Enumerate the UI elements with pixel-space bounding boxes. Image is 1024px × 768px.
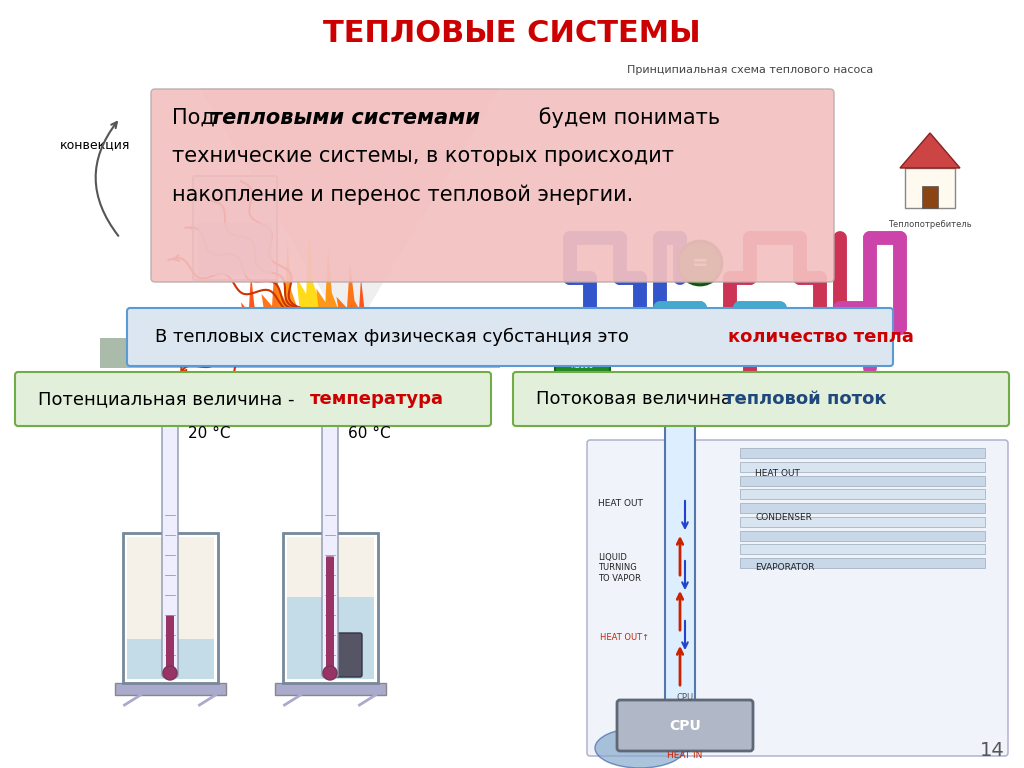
- Text: 14: 14: [980, 740, 1005, 760]
- Polygon shape: [275, 243, 300, 338]
- FancyBboxPatch shape: [287, 537, 374, 679]
- Polygon shape: [200, 88, 500, 338]
- Text: Тепло-
насос: Тепло- насос: [568, 350, 595, 369]
- Text: количество тепла: количество тепла: [728, 328, 913, 346]
- FancyBboxPatch shape: [665, 425, 695, 721]
- FancyBboxPatch shape: [587, 440, 1008, 756]
- Text: CPU: CPU: [677, 694, 693, 703]
- Circle shape: [323, 666, 337, 680]
- FancyBboxPatch shape: [548, 83, 998, 378]
- FancyBboxPatch shape: [740, 545, 985, 554]
- Text: Потоковая величина –: Потоковая величина –: [536, 390, 753, 408]
- Ellipse shape: [189, 348, 211, 364]
- FancyBboxPatch shape: [740, 558, 985, 568]
- FancyBboxPatch shape: [166, 616, 174, 673]
- Text: HEAT OUT↑: HEAT OUT↑: [600, 634, 649, 643]
- FancyBboxPatch shape: [15, 372, 490, 426]
- FancyBboxPatch shape: [905, 168, 955, 208]
- Polygon shape: [295, 228, 323, 338]
- Polygon shape: [100, 338, 500, 368]
- FancyBboxPatch shape: [740, 531, 985, 541]
- Text: Принципиальная схема теплового насоса: Принципиальная схема теплового насоса: [627, 65, 873, 75]
- Ellipse shape: [306, 344, 334, 362]
- Text: CPU: CPU: [669, 719, 700, 733]
- Circle shape: [678, 241, 722, 285]
- FancyBboxPatch shape: [162, 416, 178, 677]
- Text: HEAT IN: HEAT IN: [668, 751, 702, 760]
- Text: температура: температура: [310, 390, 444, 408]
- FancyBboxPatch shape: [127, 537, 213, 679]
- FancyBboxPatch shape: [513, 372, 1009, 426]
- Text: тепловой поток: тепловой поток: [724, 390, 887, 408]
- Polygon shape: [900, 133, 961, 168]
- Text: Под: Под: [172, 108, 221, 128]
- Circle shape: [163, 666, 177, 680]
- Text: техногенного тепла и т.д.: техногенного тепла и т.д.: [562, 396, 669, 405]
- FancyBboxPatch shape: [322, 416, 338, 677]
- FancyBboxPatch shape: [151, 89, 834, 282]
- Text: LIQUID
TURNING
TO VAPOR: LIQUID TURNING TO VAPOR: [598, 553, 641, 583]
- FancyBboxPatch shape: [922, 186, 938, 208]
- FancyBboxPatch shape: [740, 503, 985, 513]
- Polygon shape: [274, 683, 385, 695]
- Text: технические системы, в которых происходит: технические системы, в которых происходи…: [172, 146, 674, 166]
- Text: В тепловых системах физическая субстанция это: В тепловых системах физическая субстанци…: [155, 328, 635, 346]
- Text: конвекция: конвекция: [60, 138, 130, 151]
- FancyBboxPatch shape: [740, 475, 985, 485]
- Ellipse shape: [387, 345, 413, 362]
- Ellipse shape: [349, 348, 371, 364]
- Text: 60 °C: 60 °C: [348, 425, 390, 441]
- Text: ТЕПЛОВЫЕ СИСТЕМЫ: ТЕПЛОВЫЕ СИСТЕМЫ: [324, 18, 700, 48]
- FancyBboxPatch shape: [326, 556, 334, 673]
- Polygon shape: [315, 248, 341, 338]
- Polygon shape: [350, 278, 372, 338]
- Ellipse shape: [428, 346, 452, 362]
- Text: тепловыми системами: тепловыми системами: [210, 108, 480, 128]
- Ellipse shape: [595, 728, 685, 768]
- Ellipse shape: [146, 344, 174, 362]
- Ellipse shape: [267, 348, 293, 364]
- Text: Тепло водоемов, грунтовых вод,: Тепло водоемов, грунтовых вод,: [562, 388, 693, 397]
- Text: HEAT OUT: HEAT OUT: [755, 468, 800, 478]
- Polygon shape: [260, 258, 290, 338]
- Text: Потенциальная величина -: Потенциальная величина -: [38, 390, 300, 408]
- FancyBboxPatch shape: [617, 700, 753, 751]
- Text: =: =: [692, 253, 709, 273]
- FancyBboxPatch shape: [740, 517, 985, 527]
- FancyBboxPatch shape: [333, 633, 362, 677]
- Text: HEAT OUT: HEAT OUT: [598, 498, 643, 508]
- FancyBboxPatch shape: [193, 176, 278, 280]
- FancyBboxPatch shape: [740, 489, 985, 499]
- Polygon shape: [240, 273, 262, 338]
- FancyBboxPatch shape: [127, 308, 893, 366]
- Text: будем понимать: будем понимать: [532, 108, 720, 128]
- Ellipse shape: [225, 345, 255, 362]
- Text: Теплопотребитель: Теплопотребитель: [888, 220, 972, 229]
- FancyBboxPatch shape: [555, 345, 610, 375]
- FancyBboxPatch shape: [127, 639, 213, 679]
- Text: CONDENSER: CONDENSER: [755, 514, 812, 522]
- Text: EVAPORATOR: EVAPORATOR: [755, 564, 814, 572]
- FancyBboxPatch shape: [287, 597, 374, 679]
- Text: накопление и перенос тепловой энергии.: накопление и перенос тепловой энергии.: [172, 185, 633, 205]
- Polygon shape: [115, 683, 225, 695]
- FancyBboxPatch shape: [740, 448, 985, 458]
- FancyBboxPatch shape: [740, 462, 985, 472]
- Polygon shape: [198, 223, 272, 275]
- Text: 20 °C: 20 °C: [188, 425, 230, 441]
- Polygon shape: [335, 263, 365, 338]
- Text: лучистый
теплообмен: лучистый теплообмен: [380, 328, 451, 349]
